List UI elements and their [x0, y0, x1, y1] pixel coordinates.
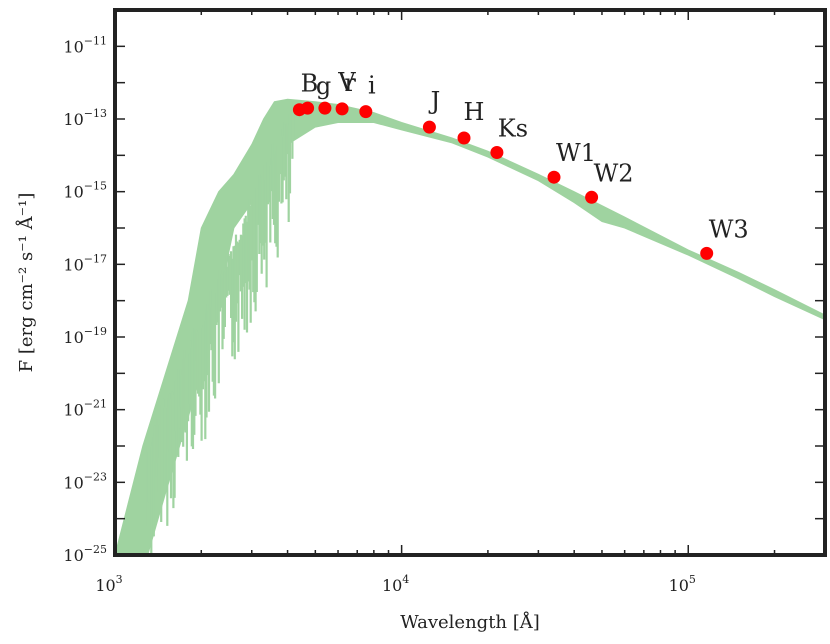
y-tick-label: 10−17 [63, 252, 107, 274]
data-point-g [301, 101, 315, 115]
band-label-J: J [428, 87, 441, 115]
band-label-g: g [316, 72, 331, 100]
y-tick-label: 10−21 [63, 398, 107, 420]
x-tick-label: 105 [669, 573, 696, 595]
x-tick-label: 104 [382, 573, 409, 595]
y-tick-label: 10−25 [63, 543, 107, 565]
y-tick-label: 10−23 [63, 470, 107, 492]
band-label-i: i [368, 72, 376, 100]
y-tick-label: 10−15 [63, 180, 107, 202]
y-tick-label: 10−19 [63, 325, 107, 347]
y-tick-label: 10−11 [63, 34, 107, 56]
band-label-W1: W1 [556, 139, 596, 167]
data-point-W3 [700, 246, 714, 260]
x-tick-label: 103 [95, 573, 122, 595]
band-label-B: B [301, 70, 319, 98]
y-tick-label: 10−13 [63, 107, 107, 129]
model-spectrum-layer [114, 98, 826, 556]
data-point-W2 [585, 190, 599, 204]
axis-ticks-layer [114, 9, 826, 556]
data-point-W1 [547, 170, 561, 184]
band-label-W2: W2 [594, 159, 634, 187]
data-point-Ks [490, 146, 504, 159]
band-label-V: V [337, 68, 356, 96]
band-label-H: H [464, 98, 485, 126]
data-point-i [359, 105, 373, 119]
data-point-J [422, 120, 436, 134]
axis-tick-labels-layer: 103 104 105 10−25 10−23 10−21 10−19 10−17 10−15 1… [63, 34, 696, 595]
data-point-r [335, 102, 349, 116]
photometry-points-layer [292, 101, 714, 260]
data-point-V [318, 101, 332, 115]
x-axis-label: Wavelength [Å] [400, 611, 540, 633]
plot-frame [113, 8, 827, 557]
band-label-Ks: Ks [498, 115, 528, 143]
y-axis-label: F [erg cm⁻² s⁻¹ Å⁻¹] [15, 193, 37, 373]
band-label-r: r [344, 69, 356, 97]
data-point-H [457, 131, 471, 145]
band-label-W3: W3 [709, 215, 749, 243]
